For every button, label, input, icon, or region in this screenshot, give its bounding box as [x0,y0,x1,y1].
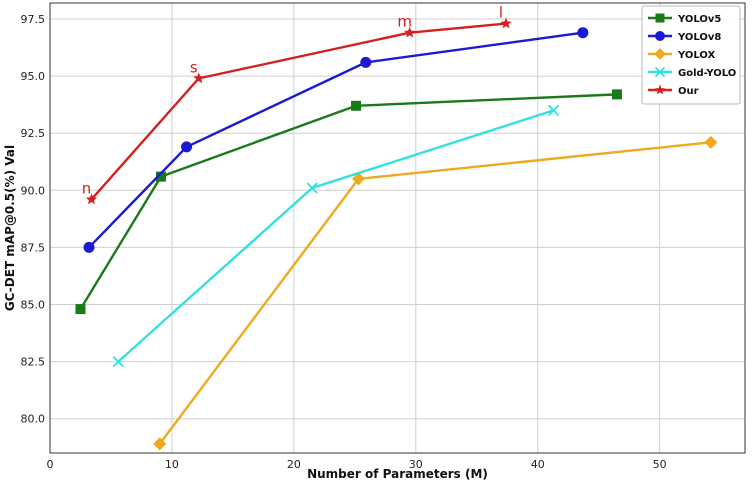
series-line [88,31,583,249]
legend-label: Gold-YOLO [678,68,736,79]
series-line [90,22,507,201]
circle-marker [577,27,589,39]
x-tick-label: 50 [653,458,667,471]
y-tick-label: 85.0 [21,299,46,312]
series-yolov8 [83,27,589,253]
legend-item: YOLOv8 [648,31,721,43]
legend-item: Our [648,84,699,97]
y-tick-label: 82.5 [21,356,46,369]
series-gold-yolo [112,104,560,368]
circle-marker [360,56,372,68]
x-marker [112,355,124,368]
x-tick-label: 20 [287,458,301,471]
series-yolov5 [75,89,622,315]
square-marker [611,89,622,100]
diamond-marker [153,437,167,451]
x-marker [306,182,318,194]
tick-labels: 0 10 20 30 40 50 80.0 82.5 85.0 87.5 90.0 92.5 95.0 9… [21,13,667,471]
point-label: m [397,13,412,31]
point-label: s [190,58,198,76]
x-marker [547,104,560,116]
y-axis-title: GC-DET mAP@0.5(%) Val [3,145,17,311]
point-label: n [82,179,92,197]
y-tick-label: 97.5 [21,13,46,26]
legend-label: Our [678,86,699,97]
legend-item: YOLOv5 [648,13,721,25]
circle-marker [655,31,665,41]
circle-marker [181,141,193,153]
grid [49,3,745,453]
star-marker [403,26,416,38]
star-marker [500,17,512,29]
series-yolox [153,135,718,451]
diamond-marker [704,135,718,149]
square-marker [155,171,166,182]
y-tick-label: 92.5 [21,127,46,140]
legend: YOLOv5 YOLOv8 YOLOX Gold-YOLO Our [641,5,741,105]
x-tick-label: 30 [409,458,423,471]
legend-label: YOLOv8 [677,32,721,43]
x-marker [654,66,666,78]
diamond-marker [654,48,666,60]
square-marker [75,304,86,315]
series-line [79,93,618,310]
legend-label: YOLOX [677,50,716,61]
y-tick-label: 80.0 [21,413,46,426]
y-tick-label: 90.0 [21,184,46,197]
x-axis-title: Number of Parameters (M) [307,467,488,481]
circle-marker [83,241,95,253]
legend-item: Gold-YOLO [648,66,736,79]
star-marker [654,84,666,95]
series-line [158,141,711,445]
star-marker [85,193,98,205]
x-tick-label: 40 [531,458,545,471]
y-tick-label: 95.0 [21,70,46,83]
plot-frame [49,2,746,454]
x-tick-label: 10 [165,458,179,471]
legend-box [641,5,741,105]
y-tick-label: 87.5 [21,241,46,254]
diamond-marker [351,172,365,186]
square-marker [655,13,665,23]
x-tick-label: 0 [47,458,54,471]
star-marker [193,72,205,84]
series-our: n s m l [82,4,512,205]
series: n s m l [75,4,718,451]
legend-label: YOLOv5 [677,14,721,25]
point-label: l [499,4,503,22]
legend-item: YOLOX [648,48,716,61]
square-marker [351,100,362,111]
